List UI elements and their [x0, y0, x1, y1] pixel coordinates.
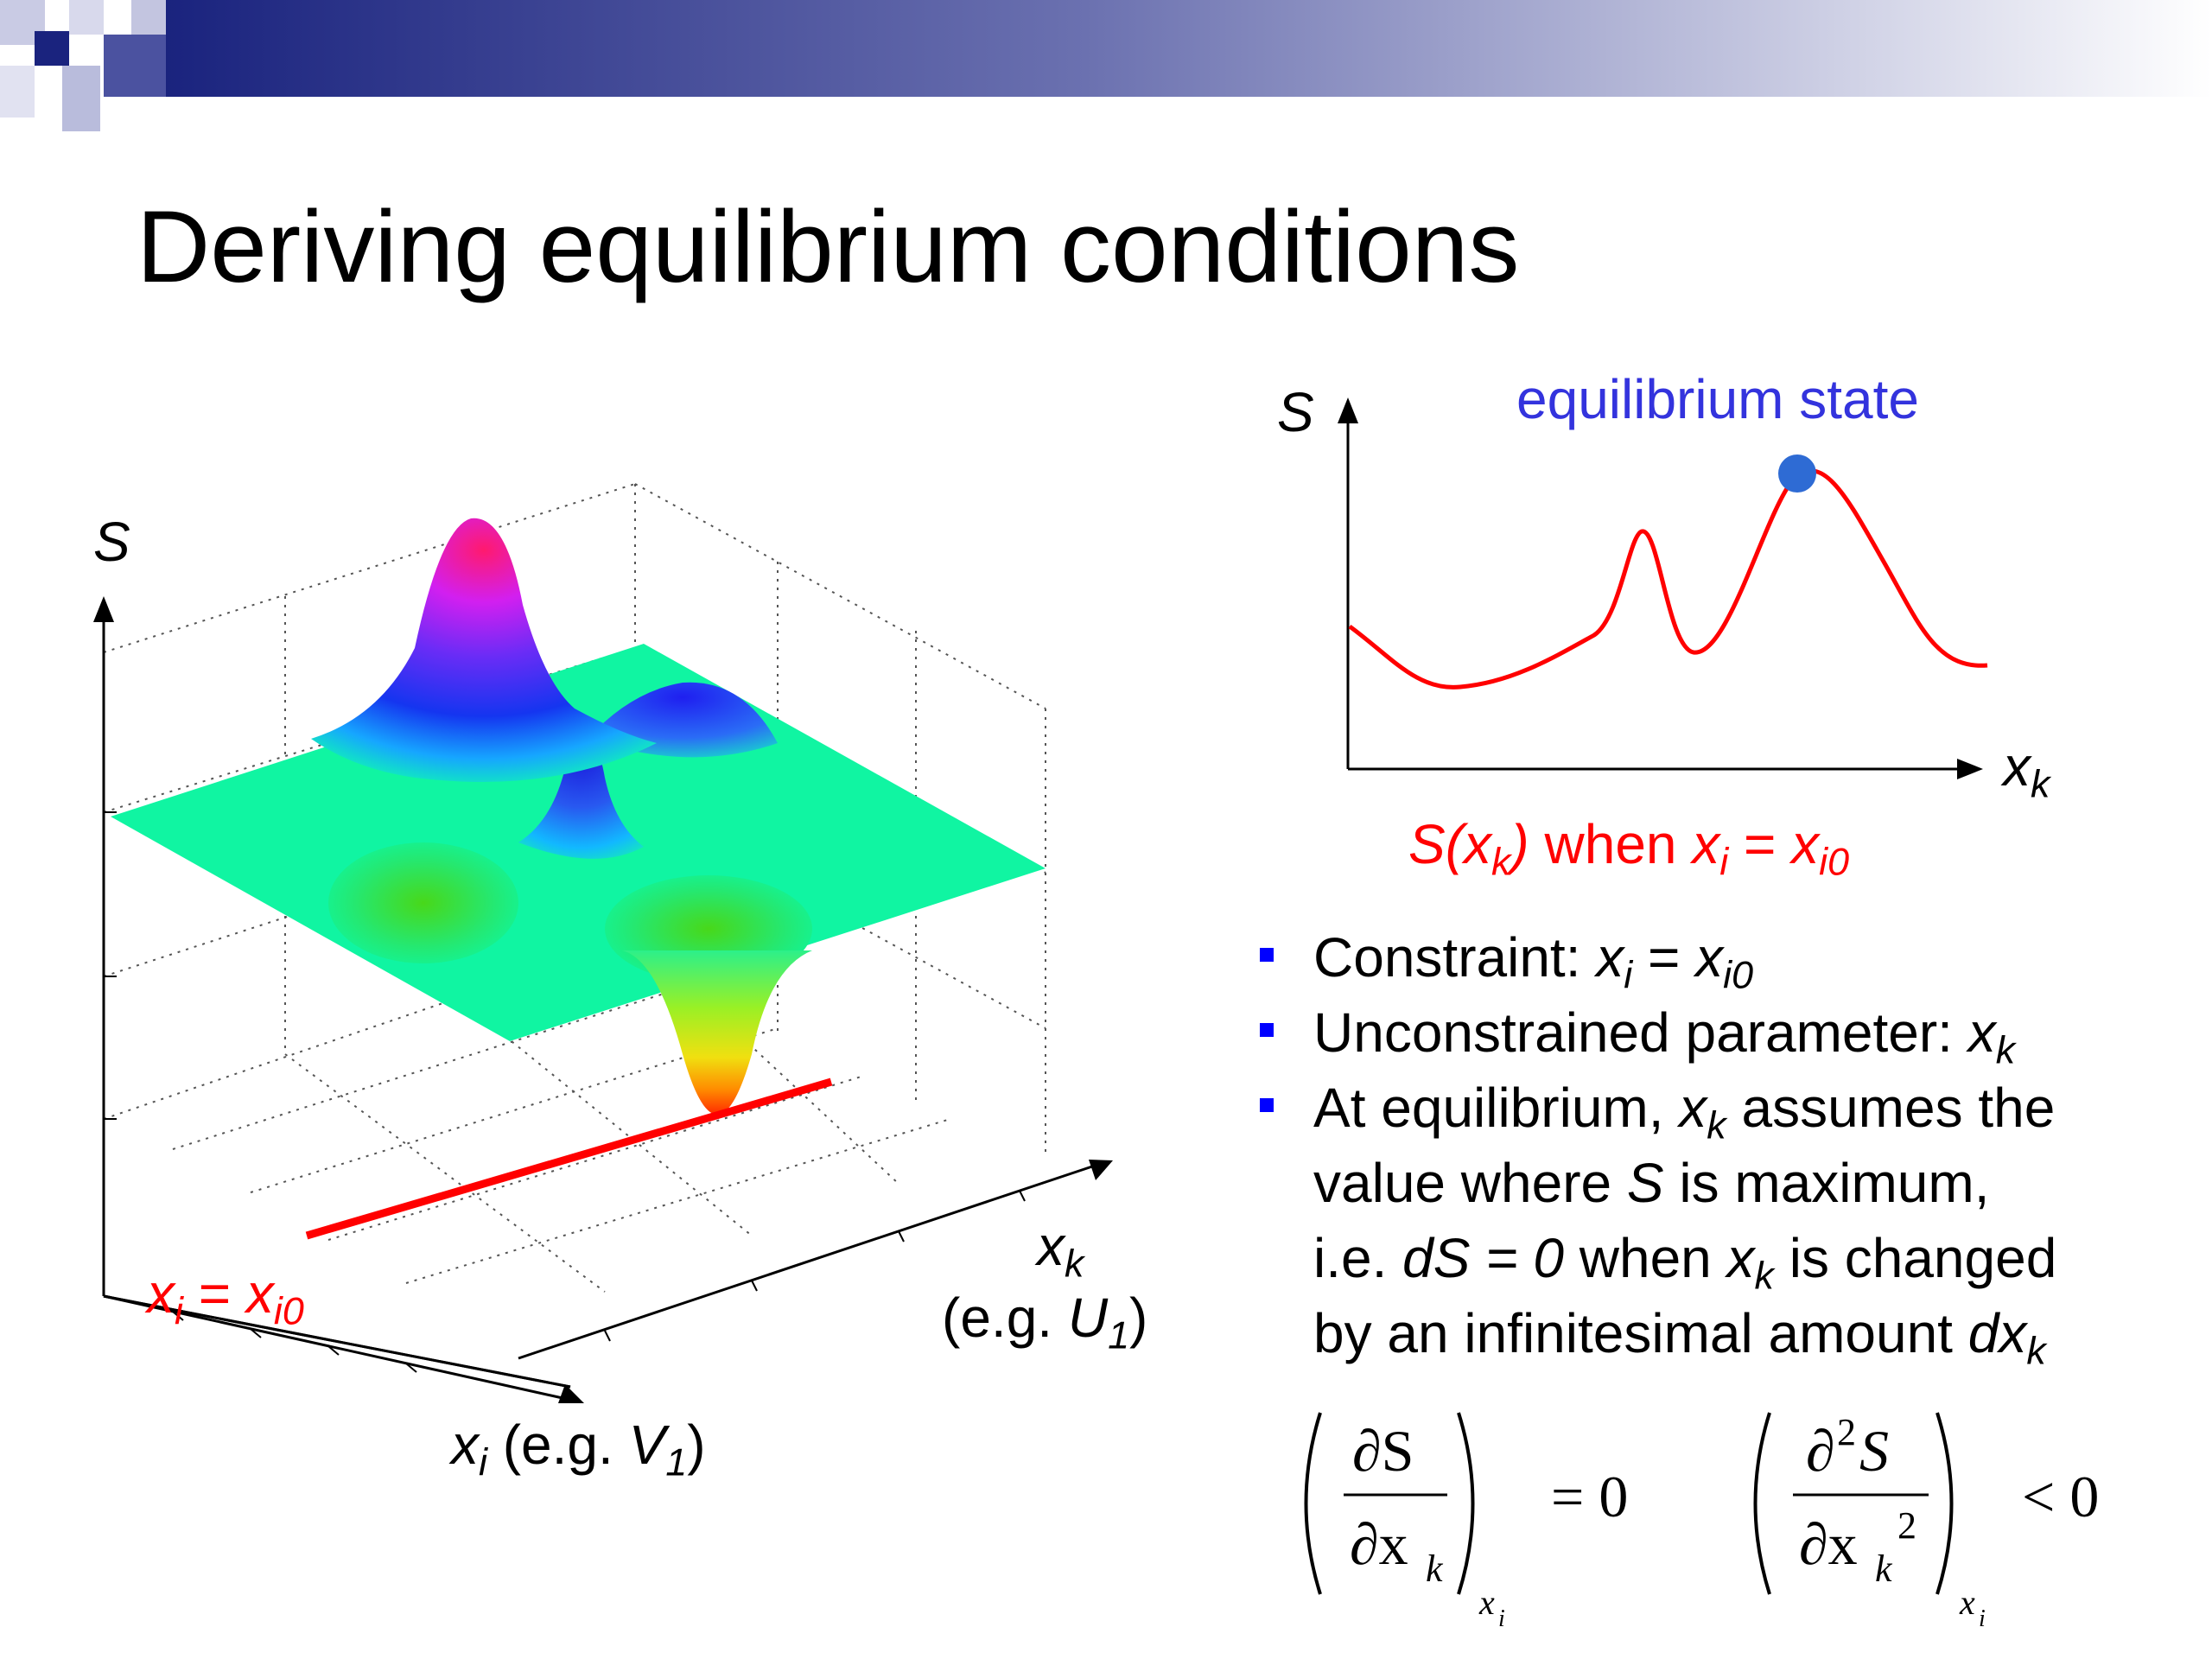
surface-well — [622, 950, 812, 1115]
surface-dip-left — [328, 842, 518, 963]
bullet-list: Constraint: xi = xi0 Unconstrained param… — [1253, 920, 2186, 1371]
s-axis — [93, 596, 117, 1296]
header-decoration — [0, 0, 2212, 131]
eq2-num-sup: 2 — [1837, 1411, 1856, 1453]
eq1-numerator: ∂S — [1352, 1418, 1414, 1484]
eq2-numerator: ∂ — [1806, 1418, 1835, 1484]
bullet-equilibrium: At equilibrium, xk assumes the value whe… — [1253, 1071, 2186, 1371]
bullet-unconstrained: Unconstrained parameter: xk — [1253, 995, 2186, 1071]
constraint-line — [305, 1077, 833, 1240]
eq2-den-sup: 2 — [1897, 1504, 1916, 1547]
bullet-constraint: Constraint: xi = xi0 — [1253, 920, 2186, 995]
bullet-square-icon — [1260, 1023, 1274, 1037]
bullet-square-icon — [1260, 1098, 1274, 1112]
surface-s-label: S — [93, 511, 130, 573]
equations: ∂S ∂x k x i = 0 ∂ 2 S ∂x k 2 x i < 0 — [1304, 1411, 2099, 1632]
header-square-light-2 — [69, 0, 104, 35]
surface-i-label: xi (e.g. V1) — [451, 1414, 706, 1484]
surface-spike — [518, 735, 644, 859]
equilibrium-state-label: equilibrium state — [1516, 368, 1919, 430]
equilibrium-marker — [1778, 454, 1816, 493]
surface-k-label: xk — [1037, 1215, 1084, 1286]
floor-axes — [103, 1160, 1113, 1403]
surface-peak — [311, 518, 657, 782]
profile-plot — [1338, 397, 1988, 779]
eq1-hold-sub: i — [1498, 1605, 1505, 1632]
header-gradient-bar — [164, 0, 2212, 97]
eq2-num-var: S — [1859, 1418, 1889, 1484]
eq2-hold: x — [1959, 1583, 1975, 1622]
profile-s-label: S — [1277, 381, 1314, 443]
surface-constraint-label: xi = xi0 — [147, 1262, 304, 1333]
eq1-den-sub: k — [1426, 1548, 1444, 1590]
eq2-den-sub: k — [1875, 1548, 1893, 1590]
eq1-hold: x — [1478, 1583, 1495, 1622]
header-square-mid — [104, 35, 166, 97]
profile-curve — [1348, 468, 1988, 690]
surface-plot — [93, 483, 1113, 1403]
surface — [111, 518, 1046, 1115]
eq1-denominator: ∂x — [1350, 1511, 1408, 1577]
header-square-light-4 — [62, 66, 100, 131]
profile-caption: S(xk) when xi = xi0 — [1408, 813, 1850, 884]
page-title: Deriving equilibrium conditions — [137, 190, 1520, 304]
eq2-left-paren — [1753, 1412, 1771, 1595]
eq2-denominator: ∂x — [1799, 1511, 1858, 1577]
eq1-right-paren — [1457, 1412, 1475, 1595]
eq2-hold-sub: i — [1979, 1605, 1986, 1632]
profile-k-label: xk — [2003, 735, 2050, 806]
eq1-left-paren — [1304, 1412, 1322, 1595]
axis-k — [518, 1163, 1098, 1360]
axis-i — [103, 1294, 571, 1402]
eq1-relation: = 0 — [1551, 1464, 1628, 1529]
bullet-square-icon — [1260, 948, 1274, 962]
surface-k-example: (e.g. U1) — [942, 1287, 1148, 1357]
eq2-right-paren — [1936, 1412, 1954, 1595]
header-square-dark — [35, 31, 69, 66]
header-square-light-5 — [0, 66, 35, 118]
header-square-light-3 — [131, 0, 166, 35]
eq2-relation: < 0 — [2022, 1464, 2099, 1529]
